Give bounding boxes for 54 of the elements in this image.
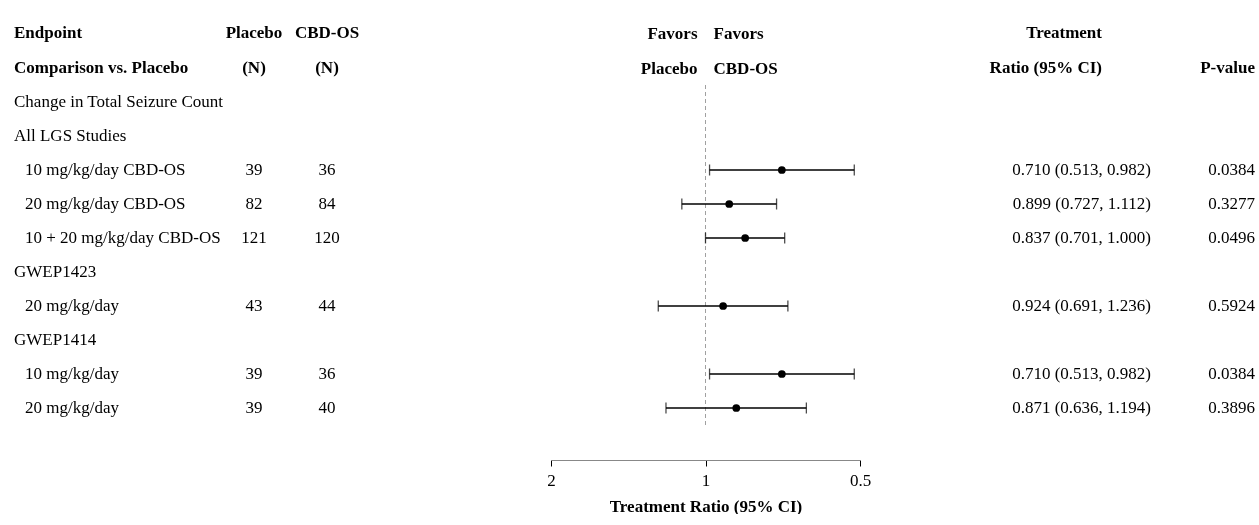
category-label: Change in Total Seizure Count <box>14 92 224 111</box>
data-label: 121 <box>241 228 267 247</box>
data-label: 0.0496 <box>1208 228 1255 247</box>
text: Favors CBD-OS <box>713 24 778 78</box>
point <box>719 302 727 310</box>
point <box>732 404 741 412</box>
data-label: 36 <box>318 160 336 179</box>
data-label: 84 <box>318 194 336 213</box>
data-label: 0.837 (0.701, 1.000) <box>1012 228 1151 247</box>
point <box>725 200 734 208</box>
point <box>777 370 786 378</box>
text: Favors Placebo <box>640 24 698 78</box>
data-label: 120 <box>314 228 340 247</box>
category-label: GWEP1423 <box>14 262 97 281</box>
text: Placebo <box>225 23 283 42</box>
data-label: 39 <box>245 160 263 179</box>
data-label: 44 <box>318 296 336 315</box>
data-label: 0.710 (0.513, 0.982) <box>1012 364 1151 383</box>
data-label: 0.0384 <box>1208 364 1256 383</box>
data-label: 0.871 (0.636, 1.194) <box>1012 398 1151 417</box>
data-label: 0.710 (0.513, 0.982) <box>1012 160 1151 179</box>
text: Endpoint <box>14 23 83 42</box>
category-label: 20 mg/kg/day <box>25 296 120 315</box>
category-label: GWEP1414 <box>14 330 97 349</box>
point <box>741 234 750 242</box>
data-label: 0.3896 <box>1208 398 1255 417</box>
text: Ratio (95% CI) <box>989 58 1102 77</box>
x-tick-label: 0.5 <box>849 470 872 490</box>
category-label: All LGS Studies <box>14 126 127 145</box>
text: (N) <box>315 58 339 77</box>
category-label: 10 mg/kg/day <box>25 364 120 383</box>
x-tick-label: 2 <box>547 470 556 490</box>
data-label: 40 <box>318 398 336 417</box>
data-label: 82 <box>245 194 263 213</box>
data-label: 43 <box>245 296 263 315</box>
data-label: 0.899 (0.727, 1.112) <box>1012 194 1151 213</box>
category-label: 20 mg/kg/day CBD-OS <box>25 194 186 213</box>
text: P-value <box>1200 58 1256 77</box>
data-label: 0.5924 <box>1208 296 1256 315</box>
data-label: 39 <box>245 364 263 383</box>
category-label: 20 mg/kg/day <box>25 398 120 417</box>
category-label: 10 mg/kg/day CBD-OS <box>25 160 186 179</box>
data-label: 0.0384 <box>1208 160 1256 179</box>
data-label: 0.3277 <box>1208 194 1256 213</box>
text: (N) <box>242 58 266 77</box>
text: Comparison vs. Placebo <box>14 58 189 77</box>
category-label: 10 + 20 mg/kg/day CBD-OS <box>25 228 221 247</box>
x-tick-label: 1 <box>701 470 711 490</box>
data-label: 36 <box>318 364 336 383</box>
data-label: 39 <box>245 398 263 417</box>
text: CBD-OS <box>294 23 360 42</box>
data-label: 0.924 (0.691, 1.236) <box>1012 296 1151 315</box>
text: Treatment <box>1026 23 1103 42</box>
point <box>777 166 786 174</box>
